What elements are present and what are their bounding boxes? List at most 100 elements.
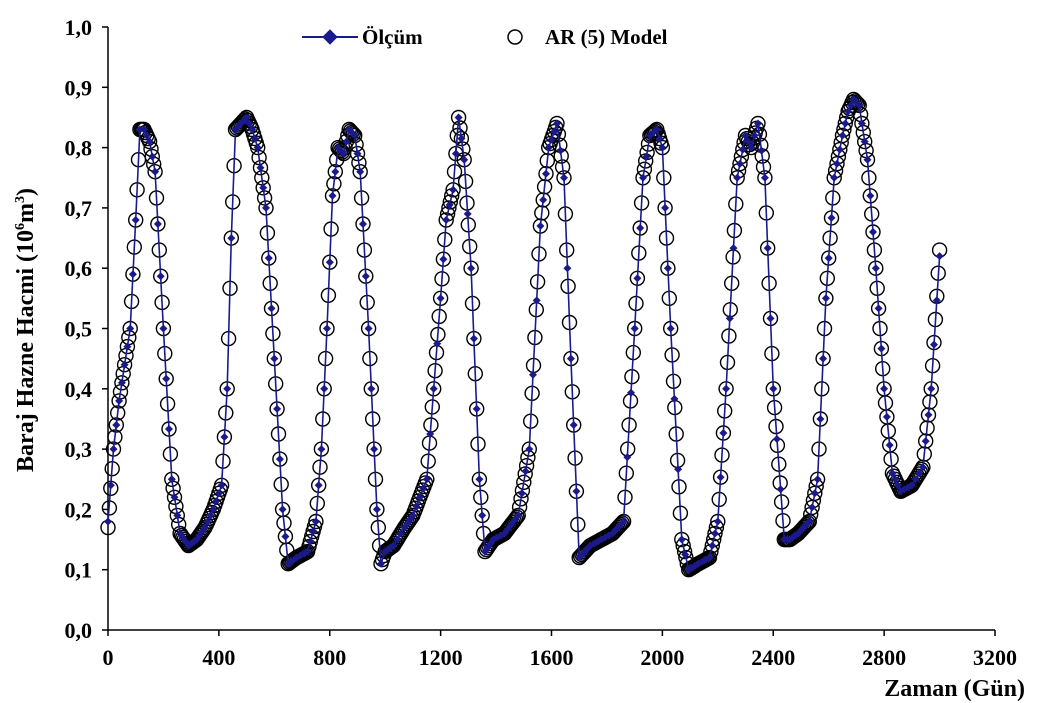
model-point	[452, 120, 468, 136]
olcum-point	[439, 255, 448, 264]
olcum-point	[151, 167, 160, 176]
model-point	[837, 115, 853, 132]
olcum-point	[844, 107, 853, 116]
x-axis-title: Zaman (Gün)	[884, 676, 1025, 702]
y-tick-label: 0,4	[65, 377, 93, 402]
olcum-point	[891, 475, 900, 484]
olcum-point	[757, 146, 766, 155]
model-point	[517, 466, 533, 482]
olcum-point	[827, 213, 836, 222]
olcum-point	[140, 125, 148, 134]
olcum-point	[550, 127, 559, 136]
olcum-point	[871, 264, 880, 273]
model-point	[169, 507, 186, 524]
olcum-point	[320, 384, 329, 393]
olcum-point	[821, 294, 830, 303]
x-tick-label: 1200	[419, 645, 463, 670]
olcum-point	[754, 119, 762, 128]
olcum-point	[242, 113, 251, 122]
olcum-point	[738, 145, 747, 154]
olcum-point	[542, 169, 550, 178]
olcum-point	[209, 505, 218, 514]
olcum-point	[223, 384, 232, 393]
legend-entry-olcum: Ölçüm	[302, 25, 423, 49]
olcum-point	[364, 324, 373, 333]
olcum-point	[888, 469, 897, 478]
olcum-point	[911, 475, 920, 484]
olcum-point	[162, 374, 171, 383]
olcum-point	[663, 264, 672, 273]
olcum-point	[250, 134, 259, 143]
olcum-point	[623, 453, 632, 462]
olcum-point	[256, 163, 265, 172]
olcum-point	[813, 475, 822, 484]
series-layer	[100, 91, 948, 578]
model-point	[647, 122, 664, 139]
model-point	[254, 170, 270, 186]
olcum-point	[769, 384, 778, 393]
olcum-point	[359, 220, 367, 228]
x-tick-label: 0	[103, 645, 114, 670]
olcum-point	[661, 203, 670, 212]
olcum-point	[156, 272, 165, 281]
olcum-point	[245, 119, 254, 128]
olcum-point	[408, 511, 417, 520]
olcum-point	[445, 200, 454, 209]
olcum-point	[361, 272, 370, 281]
model-point	[611, 518, 628, 534]
olcum-point	[627, 388, 635, 397]
olcum-point	[212, 497, 221, 506]
x-tick-label: 2800	[862, 645, 906, 670]
olcum-point	[370, 445, 379, 454]
model-point	[800, 515, 816, 531]
legend: Ölçüm AR (5) Model	[302, 25, 668, 49]
olcum-point	[436, 294, 445, 303]
legend-label-model: AR (5) Model	[545, 25, 668, 49]
olcum-point	[747, 143, 756, 152]
x-tick-label: 400	[202, 645, 235, 670]
model-point	[114, 375, 130, 391]
model-point	[111, 393, 127, 409]
olcum-point	[915, 469, 924, 478]
model-point	[514, 482, 531, 499]
olcum-point	[415, 493, 424, 502]
y-tick-label: 0,9	[65, 75, 93, 100]
olcum-point	[165, 425, 173, 433]
olcum-point	[741, 131, 750, 140]
model-point	[550, 126, 567, 143]
legend-diamond-marker	[322, 29, 338, 45]
legend-entry-model: AR (5) Model	[507, 25, 668, 49]
series-ar5-model	[100, 91, 948, 578]
y-axis-title-exp2: 3	[13, 196, 28, 203]
x-ticks: 0 400 800 1200 1600 2000 2400 2800 3200	[103, 630, 1017, 670]
model-point	[341, 121, 357, 138]
olcum-point	[145, 137, 154, 146]
olcum-point	[201, 523, 209, 532]
model-point	[342, 123, 359, 139]
olcum-point	[744, 137, 753, 146]
olcum-point	[722, 384, 731, 393]
model-point	[613, 516, 629, 533]
model-point	[250, 139, 266, 156]
olcum-line	[107, 97, 941, 571]
x-tick-label: 2000	[640, 645, 684, 670]
y-tick-label: 0,0	[65, 618, 93, 643]
olcum-point	[449, 185, 458, 194]
olcum-point	[529, 370, 537, 379]
olcum-point	[281, 532, 290, 541]
x-tick-label: 1600	[530, 645, 574, 670]
olcum-point	[674, 465, 683, 474]
olcum-point	[713, 517, 722, 526]
model-point	[333, 142, 349, 159]
x-tick-label: 2400	[751, 645, 795, 670]
olcum-point	[203, 517, 212, 526]
olcum-point	[719, 429, 728, 437]
olcum-point	[846, 101, 855, 110]
olcum-point	[396, 529, 405, 538]
y-axis-title: Baraj Hazne Hacmi (106m3)	[13, 188, 39, 472]
olcum-point	[135, 125, 144, 134]
olcum-point	[639, 173, 647, 182]
olcum-point	[670, 394, 679, 403]
olcum-point	[170, 493, 179, 502]
model-point	[912, 464, 928, 480]
